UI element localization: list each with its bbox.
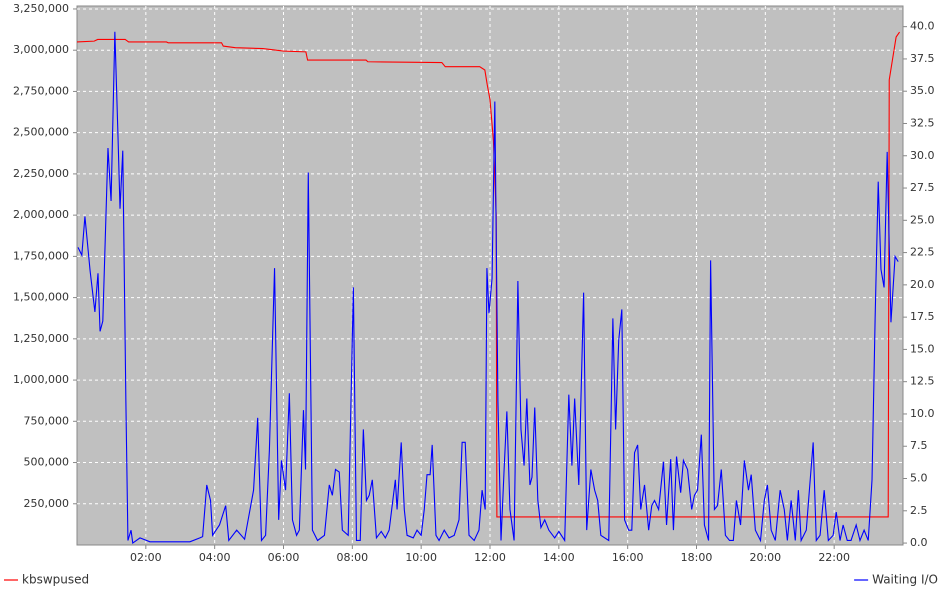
- x-tick-label: 06:00: [268, 551, 300, 564]
- y-tick-label: 2,750,000: [13, 84, 69, 97]
- y-tick-label: 250,000: [24, 497, 70, 510]
- y-tick-label: 3,000,000: [13, 43, 69, 56]
- y2-tick-label: 27.5: [910, 181, 935, 194]
- y2-tick-label: 2.5: [910, 504, 928, 517]
- y2-tick-label: 32.5: [910, 116, 935, 129]
- x-tick-label: 14:00: [543, 551, 575, 564]
- y2-tick-label: 20.0: [910, 278, 935, 291]
- y2-tick-label: 37.5: [910, 52, 935, 65]
- y2-tick-label: 0.0: [910, 536, 928, 549]
- y-tick-label: 1,500,000: [13, 291, 69, 304]
- y-tick-label: 2,250,000: [13, 167, 69, 180]
- x-tick-label: 04:00: [199, 551, 231, 564]
- x-tick-label: 18:00: [681, 551, 713, 564]
- y2-tick-label: 15.0: [910, 342, 935, 355]
- legend-label: Waiting I/O: [872, 573, 938, 587]
- x-tick-label: 02:00: [130, 551, 162, 564]
- x-tick-label: 20:00: [749, 551, 781, 564]
- x-tick-label: 08:00: [336, 551, 368, 564]
- y2-tick-label: 5.0: [910, 472, 928, 485]
- y-tick-label: 2,000,000: [13, 208, 69, 221]
- y2-tick-label: 35.0: [910, 84, 935, 97]
- y-tick-label: 1,000,000: [13, 373, 69, 386]
- y2-tick-label: 10.0: [910, 407, 935, 420]
- y-tick-label: 500,000: [24, 456, 70, 469]
- y-tick-label: 2,500,000: [13, 126, 69, 139]
- y2-tick-label: 30.0: [910, 149, 935, 162]
- y2-tick-label: 22.5: [910, 246, 935, 259]
- y2-tick-label: 25.0: [910, 213, 935, 226]
- x-tick-label: 22:00: [818, 551, 850, 564]
- plot-area: [76, 5, 904, 546]
- x-tick-label: 16:00: [612, 551, 644, 564]
- series-line: [77, 31, 901, 518]
- y2-tick-label: 12.5: [910, 375, 935, 388]
- y-tick-label: 1,250,000: [13, 332, 69, 345]
- y2-tick-label: 7.5: [910, 439, 928, 452]
- x-tick-label: 12:00: [474, 551, 506, 564]
- y-tick-label: 3,250,000: [13, 2, 69, 15]
- series-line: [77, 31, 899, 545]
- y-tick-label: 750,000: [24, 414, 70, 427]
- y2-tick-label: 17.5: [910, 310, 935, 323]
- y2-tick-label: 40.0: [910, 20, 935, 33]
- y-tick-label: 1,750,000: [13, 249, 69, 262]
- legend-label: kbswpused: [22, 573, 89, 587]
- x-tick-label: 10:00: [405, 551, 437, 564]
